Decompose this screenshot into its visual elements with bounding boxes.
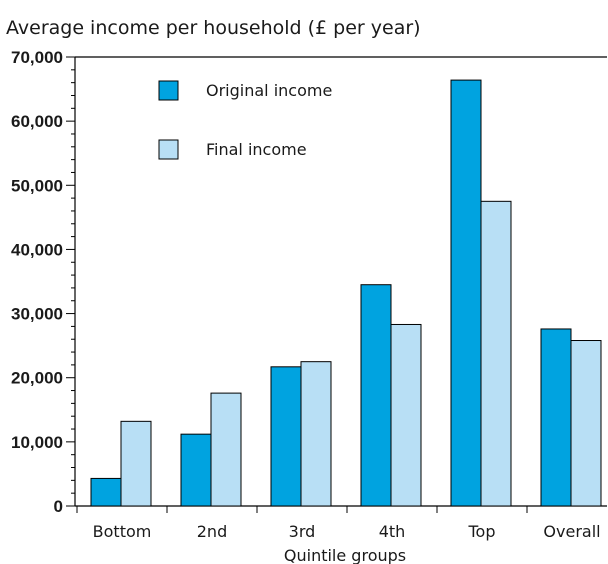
y-tick-label: 0: [54, 497, 63, 516]
chart-title: Average income per household (£ per year…: [6, 17, 421, 39]
bar-final-bottom: [120, 420, 152, 507]
bar-final-3rd: [300, 361, 332, 507]
x-tick-label: 4th: [379, 522, 406, 541]
bar-final-top: [480, 200, 512, 507]
x-tick-label: Overall: [543, 522, 600, 541]
bar-original-2nd: [180, 433, 212, 507]
x-tick-label: Top: [468, 522, 496, 541]
y-tick-label: 20,000: [11, 369, 63, 388]
y-axis: 0 10,000 20,000 30,000 40,000 50,000 60,000 70,…: [11, 48, 607, 516]
x-tick-label: 3rd: [289, 522, 316, 541]
legend-label: Original income: [206, 81, 332, 100]
legend: Original income Final income: [158, 80, 332, 160]
legend-swatch: [158, 80, 179, 101]
bars: [90, 79, 602, 507]
y-tick-label: 40,000: [11, 240, 63, 259]
bar-final-overall: [570, 340, 602, 507]
bar-original-top: [450, 79, 482, 507]
y-tick-label: 50,000: [11, 176, 63, 195]
bar-final-4th: [390, 323, 422, 507]
bar-original-bottom: [90, 477, 122, 507]
x-axis: Bottom 2nd 3rd 4th Top Overall: [75, 505, 607, 541]
y-tick-label: 70,000: [11, 48, 63, 67]
x-tick-label: 2nd: [197, 522, 227, 541]
x-axis-label: Quintile groups: [284, 546, 406, 564]
bar-original-4th: [360, 284, 392, 507]
x-tick-label: Bottom: [93, 522, 152, 541]
legend-swatch: [158, 139, 179, 160]
bar-original-3rd: [270, 366, 302, 507]
legend-label: Final income: [206, 140, 307, 159]
y-tick-label: 30,000: [11, 305, 63, 324]
bar-final-2nd: [210, 392, 242, 507]
y-tick-label: 10,000: [11, 433, 63, 452]
bar-original-overall: [540, 328, 572, 507]
y-tick-label: 60,000: [11, 112, 63, 131]
